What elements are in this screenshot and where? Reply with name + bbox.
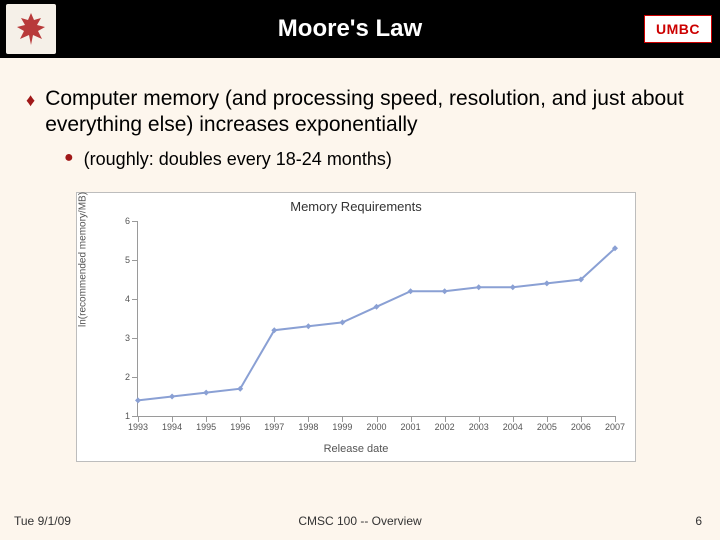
chart-xtick-label: 1994	[162, 422, 182, 432]
footer-course: CMSC 100 -- Overview	[0, 514, 720, 528]
chart-xlabel: Release date	[77, 443, 635, 455]
chart-plot-area: 1234561993199419951996199719981999200020…	[137, 221, 615, 417]
chart-xtick-label: 2006	[571, 422, 591, 432]
chart-ytick-label: 4	[125, 294, 130, 304]
chart-xtick-label: 2003	[469, 422, 489, 432]
chart-xtick-label: 1995	[196, 422, 216, 432]
chart-xtick-label: 1996	[230, 422, 250, 432]
chart-xtick-label: 1999	[332, 422, 352, 432]
chart-title: Memory Requirements	[77, 199, 635, 214]
chart-ytick-label: 3	[125, 333, 130, 343]
diamond-icon: ♦	[26, 89, 35, 112]
slide-footer: Tue 9/1/09 CMSC 100 -- Overview 6	[0, 514, 720, 528]
umbc-logo-text: UMBC	[656, 21, 700, 37]
umbc-logo: UMBC	[644, 15, 712, 43]
dot-icon: ●	[64, 149, 74, 167]
slide-title: Moore's Law	[56, 15, 644, 43]
footer-page: 6	[695, 514, 702, 528]
bullet-sub: ● (roughly: doubles every 18-24 months)	[64, 149, 686, 170]
bullet-main: ♦ Computer memory (and processing speed,…	[26, 86, 686, 139]
slide-header: Moore's Law UMBC	[0, 0, 720, 58]
chart-xtick-label: 2000	[366, 422, 386, 432]
chart-xtick-label: 2007	[605, 422, 625, 432]
chart-ytick-label: 6	[125, 216, 130, 226]
chart-ytick-label: 1	[125, 411, 130, 421]
chart-xtick-label: 1997	[264, 422, 284, 432]
chart-series	[138, 221, 615, 416]
bullet-sub-text: (roughly: doubles every 18-24 months)	[84, 149, 392, 170]
footer-date: Tue 9/1/09	[14, 514, 71, 528]
chart-ylabel: ln(recommended memory/MB)	[78, 191, 89, 326]
bullet-main-text: Computer memory (and processing speed, r…	[45, 86, 686, 139]
chart-xtick-label: 1998	[298, 422, 318, 432]
chart-xtick-label: 2004	[503, 422, 523, 432]
chart-xtick-label: 2002	[435, 422, 455, 432]
chart-ytick-label: 5	[125, 255, 130, 265]
chart-xtick-label: 2001	[401, 422, 421, 432]
chart-xtick-label: 1993	[128, 422, 148, 432]
slide-content: ♦ Computer memory (and processing speed,…	[0, 58, 720, 462]
chart-container: Memory Requirements ln(recommended memor…	[76, 192, 636, 462]
leaf-logo	[6, 4, 56, 54]
chart-xtick-label: 2005	[537, 422, 557, 432]
chart-ytick-label: 2	[125, 372, 130, 382]
